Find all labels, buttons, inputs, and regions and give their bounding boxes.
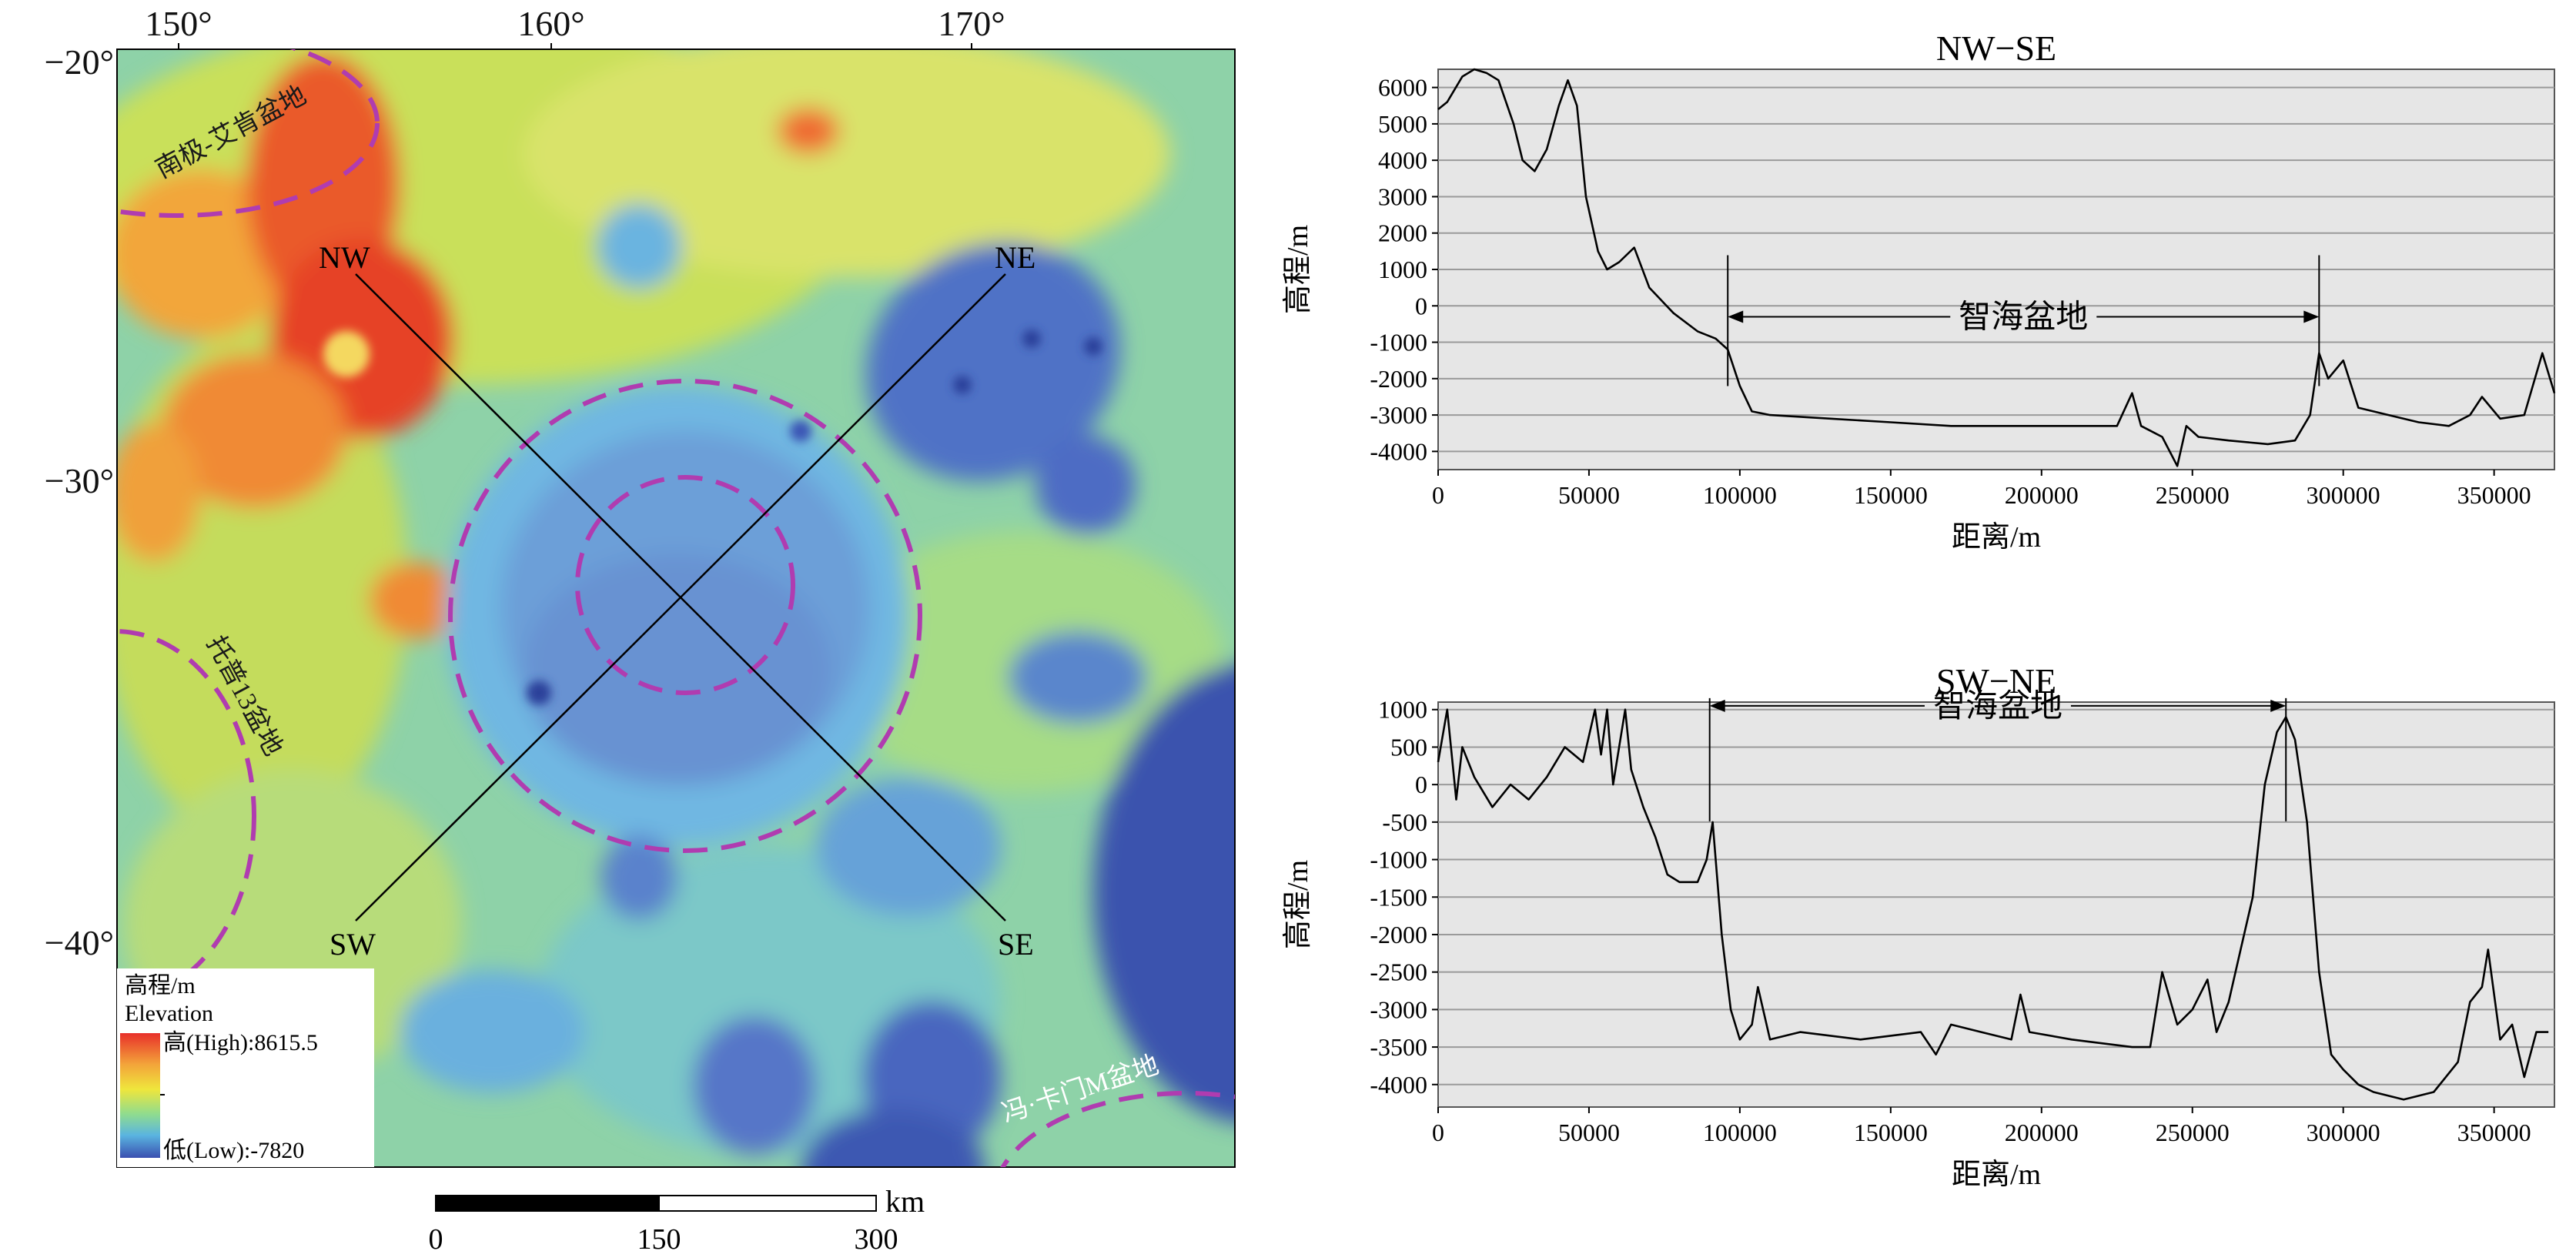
lon-label-160: 160° (517, 4, 584, 43)
nw-se-x-tick-label: 100000 (1703, 481, 1777, 509)
sw-ne-y-tick-label: -2500 (1370, 958, 1427, 986)
sw-ne-basin-arrowhead-right (2270, 699, 2287, 712)
sw-ne-y-tick-label: -3000 (1370, 995, 1427, 1023)
nw-se-y-tick-label: 3000 (1378, 182, 1427, 210)
sw-ne-profile-chart: -4000 -3500 -3000 -2500 -2000 -1500 -1000 -500 0… (1282, 661, 2555, 1191)
lat-label-20: −20° (45, 42, 114, 82)
sw-ne-x-tick-label: 250000 (2156, 1119, 2230, 1146)
sw-ne-basin-arrowhead-left (1709, 699, 1725, 712)
nw-se-y-tick-label: 4000 (1378, 146, 1427, 174)
legend-low-label: 低(Low):-7820 (163, 1138, 304, 1163)
sw-ne-x-tick-label: 100000 (1703, 1119, 1777, 1146)
sw-ne-x-tick-label: 200000 (2005, 1119, 2079, 1146)
sw-ne-y-tick-label: -1000 (1370, 846, 1427, 874)
elevation-map: NW SE NE SW 南极-艾肯盆地 托普13盆地 冯·卡门M盆地 150° … (45, 4, 1236, 1251)
nw-se-x-tick-label: 50000 (1558, 481, 1620, 509)
nw-se-y-tick-label: 2000 (1378, 219, 1427, 247)
sw-ne-elevation-line (1437, 708, 2549, 1101)
nw-se-x-tick-label: 0 (1432, 481, 1444, 509)
nw-se-y-tick-label: 0 (1415, 292, 1427, 319)
nw-se-y-tick-label: -3000 (1370, 401, 1427, 429)
ingenii-outer-ring (448, 379, 922, 853)
sw-ne-x-tick-label: 300000 (2307, 1119, 2380, 1146)
ingenii-inner-ring (575, 475, 795, 695)
nw-se-profile-chart: -4000 -3000 -2000 -1000 0 1000 2000 3000 4000 500… (1282, 28, 2556, 554)
elevation-legend: 高程/m Elevation 高(High):8615.5 低(Low):-78… (117, 968, 374, 1167)
tp13-ring (117, 629, 256, 1003)
sw-ne-y-tick-label: -4000 (1370, 1071, 1427, 1099)
nw-se-y-tick-label: 6000 (1378, 74, 1427, 102)
nw-se-x-tick-label: 350000 (2457, 481, 2531, 509)
sw-ne-x-tick-label: 150000 (1854, 1119, 1928, 1146)
nw-se-basin-arrowhead-right (2303, 310, 2320, 323)
nw-se-x-tick-label: 200000 (2005, 481, 2079, 509)
nw-se-y-axis-label: 高程/m (1282, 225, 1314, 314)
nw-se-y-tick-label: 5000 (1378, 110, 1427, 138)
map-frame (116, 49, 1236, 1168)
basin-rings (117, 49, 1235, 1167)
aitken-ring (117, 49, 380, 218)
scale-unit: km (885, 1184, 925, 1219)
nw-se-y-tick-label: -4000 (1370, 437, 1427, 465)
scale-tick-0: 0 (429, 1223, 443, 1251)
se-label: SE (998, 927, 1034, 962)
sw-ne-x-axis-label: 距离/m (1952, 1159, 2041, 1191)
legend-title-cn: 高程/m (125, 973, 196, 998)
sw-ne-y-tick-label: 500 (1390, 733, 1427, 761)
sw-ne-x-tick-label: 350000 (2457, 1119, 2531, 1146)
scale-bar: km 0 150 300 (429, 1184, 925, 1251)
sw-ne-y-tick-label: -1500 (1370, 883, 1427, 911)
nw-se-basin-label: 智海盆地 (1959, 299, 2088, 335)
legend-title-en: Elevation (125, 1001, 213, 1026)
sw-ne-basin-label: 智海盆地 (1933, 689, 2062, 724)
nw-se-x-tick-label: 300000 (2307, 481, 2380, 509)
sw-ne-y-tick-label: -500 (1382, 808, 1427, 836)
lon-label-150: 150° (145, 4, 212, 43)
profile-lines (355, 273, 1006, 922)
scale-tick-150: 150 (637, 1223, 681, 1251)
lon-label-170: 170° (938, 4, 1005, 43)
legend-high-label: 高(High):8615.5 (163, 1030, 318, 1055)
sw-ne-x-tick-label: 0 (1432, 1119, 1444, 1146)
nw-label: NW (319, 240, 370, 275)
legend-color-ramp (120, 1033, 160, 1158)
scale-tick-300: 300 (855, 1223, 898, 1251)
sw-ne-plot-area (1437, 701, 2555, 1108)
sw-label: SW (330, 927, 376, 962)
nw-se-chart-title: NW−SE (1936, 28, 2056, 68)
elevation-raster (117, 49, 1235, 1167)
lat-label-40: −40° (45, 923, 114, 962)
sw-ne-y-tick-label: -3500 (1370, 1033, 1427, 1061)
nw-se-y-tick-label: 1000 (1378, 256, 1427, 283)
sw-ne-x-tick-label: 50000 (1558, 1119, 1620, 1146)
nw-se-elevation-line (1437, 68, 2556, 467)
nw-se-basin-arrowhead-left (1728, 310, 1744, 323)
nw-se-y-tick-label: -1000 (1370, 329, 1427, 356)
lat-label-30: −30° (45, 461, 114, 500)
nw-se-y-tick-label: -2000 (1370, 365, 1427, 393)
sw-ne-y-tick-label: 0 (1415, 771, 1427, 798)
sw-ne-profile-line (355, 273, 1006, 922)
sw-ne-y-axis-label: 高程/m (1282, 860, 1314, 949)
nw-se-x-tick-label: 250000 (2156, 481, 2230, 509)
sw-ne-y-tick-label: 1000 (1378, 696, 1427, 724)
ne-label: NE (995, 240, 1035, 275)
sw-ne-y-tick-label: -2000 (1370, 921, 1427, 948)
nw-se-x-axis-label: 距离/m (1952, 521, 2041, 554)
sw-ne-chart-title: SW−NE (1936, 661, 2056, 701)
nw-se-x-tick-label: 150000 (1854, 481, 1928, 509)
